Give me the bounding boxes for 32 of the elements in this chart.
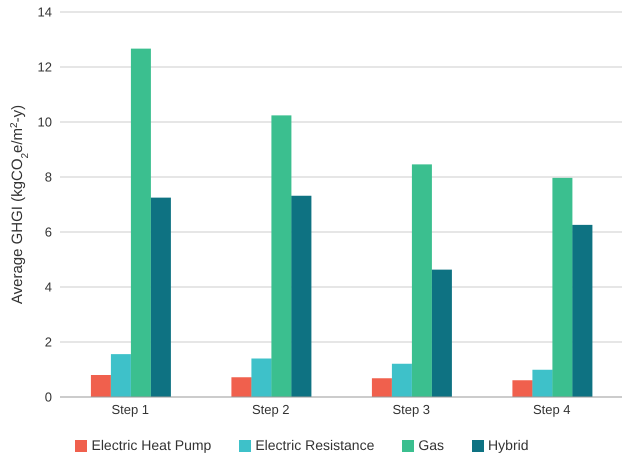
bar bbox=[251, 358, 272, 397]
bar bbox=[572, 224, 592, 397]
legend-label: Hybrid bbox=[488, 437, 529, 453]
legend-label: Electric Heat Pump bbox=[91, 437, 212, 453]
y-tick-label: 0 bbox=[44, 390, 52, 405]
bar bbox=[130, 48, 151, 397]
y-tick-label: 14 bbox=[38, 4, 52, 20]
bar bbox=[291, 196, 312, 397]
bar bbox=[532, 370, 552, 397]
bar bbox=[512, 380, 532, 397]
bar bbox=[412, 164, 432, 397]
bar bbox=[110, 354, 131, 397]
y-tick-label: 8 bbox=[44, 170, 52, 185]
x-tick-label: Step 2 bbox=[252, 402, 290, 418]
bar bbox=[90, 375, 111, 397]
legend-label: Gas bbox=[418, 437, 444, 453]
x-tick-label: Step 4 bbox=[532, 402, 571, 418]
x-tick-label: Step 1 bbox=[111, 402, 150, 418]
y-tick-label: 10 bbox=[38, 114, 52, 130]
bar bbox=[231, 377, 252, 397]
bar bbox=[150, 198, 171, 397]
bar bbox=[271, 115, 292, 397]
x-tick-label: Step 3 bbox=[392, 402, 430, 418]
bar bbox=[392, 364, 412, 397]
y-tick-label: 12 bbox=[38, 60, 52, 75]
y-tick-label: 4 bbox=[44, 280, 52, 295]
bar bbox=[372, 378, 392, 397]
y-tick-label: 6 bbox=[44, 224, 52, 240]
bar bbox=[552, 178, 572, 397]
y-tick-label: 2 bbox=[44, 334, 52, 350]
bar bbox=[432, 270, 452, 397]
legend-label: Electric Resistance bbox=[255, 437, 374, 453]
